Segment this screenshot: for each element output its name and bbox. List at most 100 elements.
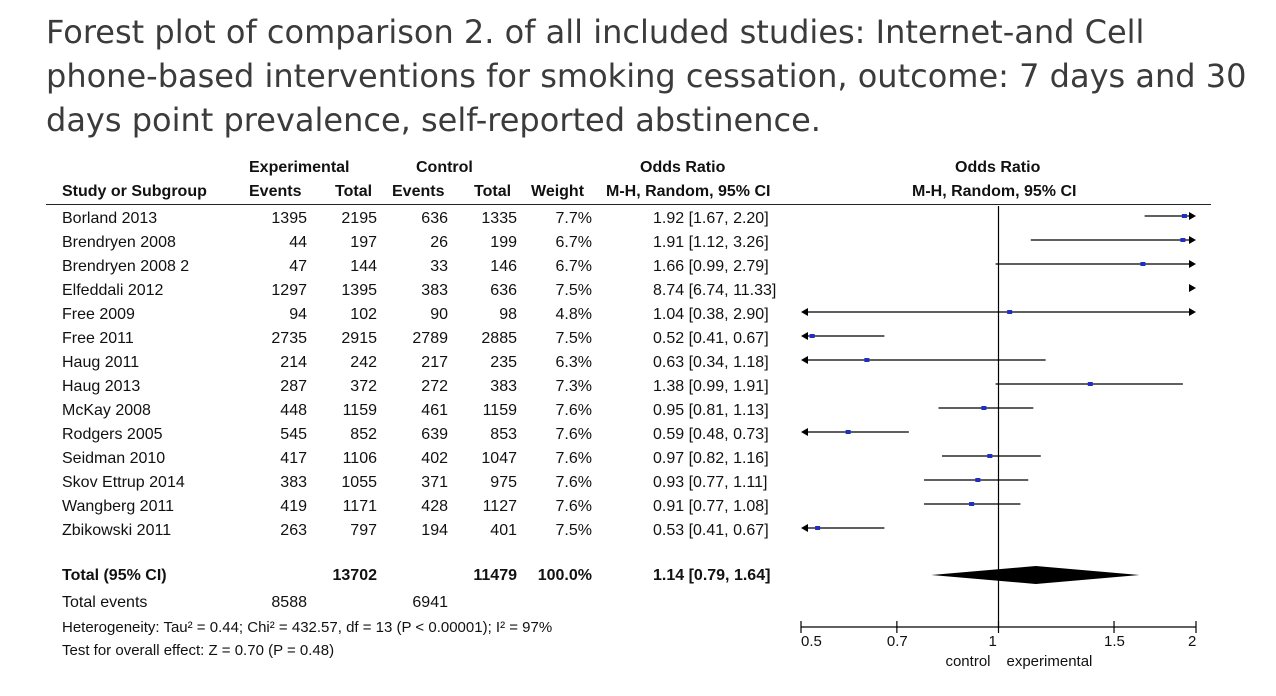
ci-arrow-right xyxy=(1189,284,1196,292)
ctl-events: 272 xyxy=(421,378,448,395)
ci-arrow-left xyxy=(801,356,808,364)
exp-events: 448 xyxy=(280,402,307,419)
header-exp-total: Total xyxy=(335,183,373,200)
header-plot-odds-ratio: Odds Ratio xyxy=(955,159,1041,176)
study-name: Brendryen 2008 xyxy=(62,234,176,251)
point-estimate xyxy=(809,334,815,338)
exp-total: 2915 xyxy=(341,330,377,347)
exp-total: 852 xyxy=(350,426,377,443)
header-weight: Weight xyxy=(531,183,585,200)
ctl-events: 371 xyxy=(421,474,448,491)
exp-total: 242 xyxy=(350,354,377,371)
ctl-events: 383 xyxy=(421,282,448,299)
weight: 7.6% xyxy=(555,450,592,467)
ctl-total: 1159 xyxy=(482,402,517,419)
ci-arrow-right xyxy=(1189,308,1196,316)
weight: 7.5% xyxy=(555,282,592,299)
ctl-total: 1127 xyxy=(482,498,517,515)
study-name: Haug 2011 xyxy=(62,354,140,371)
x-tick-label: 0.7 xyxy=(887,633,908,650)
point-estimate xyxy=(969,502,975,506)
ci-arrow-right xyxy=(1189,260,1196,268)
ctl-events: 636 xyxy=(421,210,448,227)
weight: 7.5% xyxy=(555,330,592,347)
study-name: Rodgers 2005 xyxy=(62,426,163,443)
ctl-total: 636 xyxy=(490,282,517,299)
ci-arrow-right xyxy=(1189,212,1196,220)
header-odds-ratio: Odds Ratio xyxy=(640,159,726,176)
exp-events: 44 xyxy=(289,234,307,251)
x-tick-label: 0.5 xyxy=(801,633,822,650)
ci-arrow-left xyxy=(801,332,808,340)
odds-ratio-ci: 1.04 [0.38, 2.90] xyxy=(653,306,769,323)
header-experimental: Experimental xyxy=(249,159,350,176)
pooled-diamond xyxy=(931,566,1140,584)
exp-events: 94 xyxy=(289,306,307,323)
total-label: Total (95% CI) xyxy=(62,567,167,584)
ctl-total: 199 xyxy=(490,234,517,251)
ctl-events: 26 xyxy=(430,234,448,251)
axis-label-control: control xyxy=(945,653,990,670)
figure-caption: Forest plot of comparison 2. of all incl… xyxy=(46,10,1246,142)
ctl-events: 90 xyxy=(430,306,448,323)
exp-total: 1395 xyxy=(341,282,377,299)
total-ctl-events: 6941 xyxy=(412,594,448,611)
ctl-events: 2789 xyxy=(412,330,448,347)
ctl-events: 217 xyxy=(421,354,448,371)
total-exp-events: 8588 xyxy=(271,594,307,611)
point-estimate xyxy=(975,478,981,482)
odds-ratio-ci: 8.74 [6.74, 11.33] xyxy=(653,282,777,299)
axis-label-experimental: experimental xyxy=(1007,653,1093,670)
exp-total: 1159 xyxy=(342,402,377,419)
exp-events: 287 xyxy=(280,378,307,395)
point-estimate xyxy=(845,430,851,434)
study-name: Wangberg 2011 xyxy=(62,498,175,515)
exp-events: 545 xyxy=(280,426,307,443)
odds-ratio-ci: 1.66 [0.99, 2.79] xyxy=(653,258,769,275)
study-name: Free 2009 xyxy=(62,306,135,323)
exp-events: 383 xyxy=(280,474,307,491)
exp-total: 102 xyxy=(350,306,377,323)
weight: 6.3% xyxy=(555,354,592,371)
ctl-total: 383 xyxy=(490,378,517,395)
weight: 7.7% xyxy=(555,210,592,227)
header-study: Study or Subgroup xyxy=(62,183,207,200)
total-ctl-total: 11479 xyxy=(473,567,517,584)
header-ctl-events: Events xyxy=(392,183,445,200)
odds-ratio-ci: 0.97 [0.82, 1.16] xyxy=(653,450,769,467)
weight: 7.6% xyxy=(555,474,592,491)
x-tick-label: 1.5 xyxy=(1104,633,1125,650)
ctl-events: 194 xyxy=(421,522,448,539)
ctl-events: 33 xyxy=(430,258,448,275)
point-estimate xyxy=(1087,382,1093,386)
ctl-total: 146 xyxy=(490,258,517,275)
ctl-events: 428 xyxy=(421,498,448,515)
ctl-total: 853 xyxy=(490,426,517,443)
exp-events: 47 xyxy=(289,258,307,275)
ctl-total: 401 xyxy=(490,522,517,539)
overall-effect-test: Test for overall effect: Z = 0.70 (P = 0… xyxy=(62,642,335,659)
weight: 7.6% xyxy=(555,498,592,515)
point-estimate xyxy=(1181,214,1187,218)
exp-total: 797 xyxy=(350,522,377,539)
study-name: Skov Ettrup 2014 xyxy=(62,474,185,491)
ctl-events: 461 xyxy=(421,402,448,419)
ci-arrow-left xyxy=(801,524,808,532)
exp-total: 2195 xyxy=(341,210,377,227)
odds-ratio-ci: 0.91 [0.77, 1.08] xyxy=(653,498,769,515)
weight: 7.5% xyxy=(555,522,592,539)
caption-line-1: Forest plot of comparison 2. of all incl… xyxy=(46,13,1145,51)
weight: 7.6% xyxy=(555,426,592,443)
odds-ratio-ci: 0.53 [0.41, 0.67] xyxy=(653,522,769,539)
ctl-total: 1335 xyxy=(481,210,517,227)
ctl-total: 2885 xyxy=(481,330,517,347)
exp-events: 263 xyxy=(280,522,307,539)
weight: 4.8% xyxy=(555,306,592,323)
header-rule xyxy=(46,204,1211,205)
caption-line-3: days point prevalence, self-reported abs… xyxy=(46,101,821,139)
exp-total: 1106 xyxy=(342,450,377,467)
point-estimate xyxy=(987,454,993,458)
odds-ratio-ci: 0.93 [0.77, 1.11] xyxy=(653,474,768,491)
exp-events: 417 xyxy=(280,450,307,467)
